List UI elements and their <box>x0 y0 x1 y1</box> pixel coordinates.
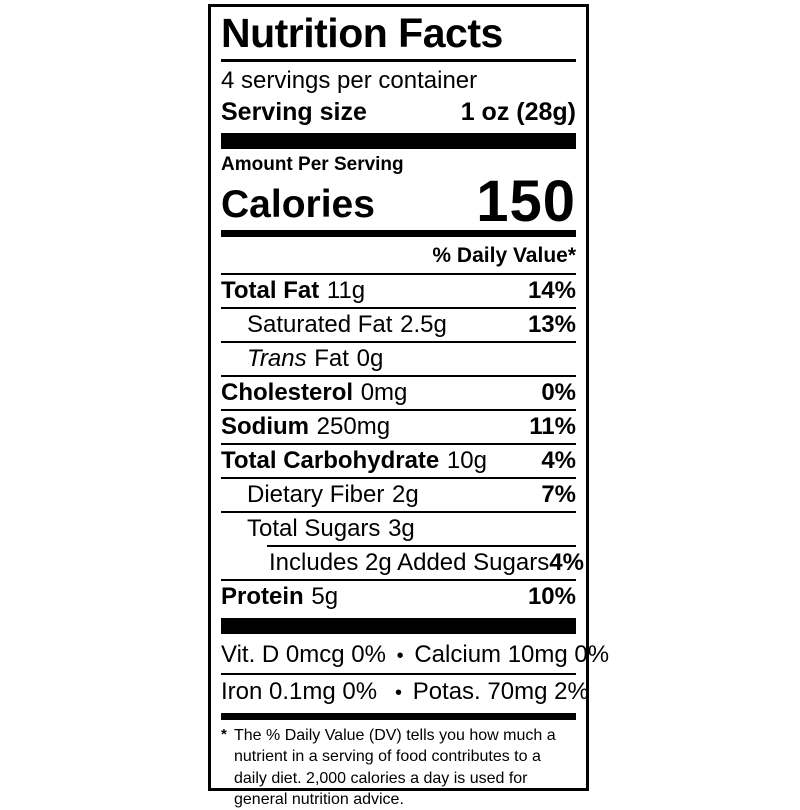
nutrient-name: Total Fat <box>221 277 320 305</box>
nutrient-name: Includes 2g Added Sugars <box>269 549 550 577</box>
nutrient-amount: 0g <box>356 345 384 373</box>
nutrient-amount: 2g <box>392 481 419 509</box>
row-added-sugars: Includes 2g Added Sugars 4% <box>221 547 584 579</box>
divider-medium-footnote <box>221 713 576 721</box>
micronutrient-row-2: Iron 0.1mg 0% • Potas. 70mg 2% <box>221 675 589 710</box>
nutrient-name: Saturated Fat <box>247 311 393 339</box>
nutrition-facts-label: Nutrition Facts 4 servings per container… <box>208 4 609 808</box>
row-dietary-fiber: Dietary Fiber 2g 7% <box>221 479 576 511</box>
daily-value-header: % Daily Value* <box>432 244 576 268</box>
nutrient-amount: 2.5g <box>400 311 447 339</box>
divider-row <box>221 673 576 676</box>
nutrient-name: Total Sugars <box>247 515 381 543</box>
label-title: Nutrition Facts <box>221 10 503 56</box>
calories-row: Calories 150 <box>221 169 576 235</box>
nutrient-amount: 5g <box>311 583 339 611</box>
row-sodium: Sodium 250mg 11% <box>221 411 576 443</box>
serving-size-row: Serving size 1 oz (28g) <box>221 97 576 128</box>
servings-per-container: 4 servings per container <box>221 67 478 95</box>
row-total-carbohydrate: Total Carbohydrate 10g 4% <box>221 445 576 477</box>
nutrient-dv: 14% <box>527 277 576 305</box>
nutrient-name: Sodium <box>221 413 309 441</box>
nutrient-name-italic: Trans <box>247 345 307 373</box>
divider-row <box>221 511 576 514</box>
divider-row <box>221 443 576 446</box>
amount-per-serving-label: Amount Per Serving <box>221 154 404 176</box>
divider-row <box>221 341 576 344</box>
nutrient-dv: 4% <box>541 447 576 475</box>
nutrient-amount: 11g <box>326 277 366 305</box>
nutrient-dv: 4% <box>549 549 584 577</box>
serving-size-value: 1 oz (28g) <box>460 98 576 127</box>
bullet-separator: • <box>396 645 404 668</box>
row-trans-fat: Trans Fat 0g <box>221 343 576 375</box>
micronutrient-right: Potas. 70mg 2% <box>412 678 589 706</box>
row-protein: Protein 5g 10% <box>221 581 576 613</box>
divider-row <box>221 307 576 310</box>
row-total-sugars: Total Sugars 3g <box>221 513 576 545</box>
footnote-marker: * <box>221 726 227 744</box>
footnote-text: The % Daily Value (DV) tells you how muc… <box>234 727 556 808</box>
nutrient-dv: 0% <box>541 379 576 407</box>
nutrient-amount: 250mg <box>316 413 391 441</box>
divider-row <box>221 579 576 582</box>
nutrient-dv: 13% <box>527 311 576 339</box>
nutrient-dv: 7% <box>541 481 576 509</box>
serving-size-label: Serving size <box>221 98 367 127</box>
nutrient-name: Dietary Fiber <box>247 481 385 509</box>
divider-thick-bottom <box>221 618 576 635</box>
calories-label: Calories <box>221 183 375 227</box>
row-cholesterol: Cholesterol 0mg 0% <box>221 377 576 409</box>
row-saturated-fat: Saturated Fat 2.5g 13% <box>221 309 576 341</box>
divider-thin-under-title <box>221 59 576 63</box>
nutrient-dv: 11% <box>529 413 576 441</box>
divider-row <box>221 273 576 276</box>
micronutrient-right: Calcium 10mg 0% <box>414 641 610 669</box>
divider-row <box>221 375 576 378</box>
micronutrient-left: Iron 0.1mg 0% <box>221 678 378 706</box>
nutrient-name: Protein <box>221 583 304 611</box>
nutrient-amount: 3g <box>388 515 415 543</box>
nutrient-name: Fat <box>314 345 349 373</box>
divider-row <box>221 409 576 412</box>
divider-thick-top <box>221 133 576 150</box>
divider-medium-calories <box>221 230 576 238</box>
divider-row-indented <box>267 545 576 548</box>
nutrient-dv: 10% <box>527 583 576 611</box>
micronutrient-row-1: Vit. D 0mcg 0% • Calcium 10mg 0% <box>221 638 609 673</box>
row-total-fat: Total Fat 11g 14% <box>221 275 576 307</box>
micronutrient-left: Vit. D 0mcg 0% <box>221 641 386 669</box>
calories-value: 150 <box>476 169 576 235</box>
nutrient-name: Cholesterol <box>221 379 354 407</box>
nutrient-amount: 0mg <box>360 379 408 407</box>
nutrient-name: Total Carbohydrate <box>221 447 440 475</box>
divider-row <box>221 477 576 480</box>
nutrient-amount: 10g <box>446 447 487 475</box>
footnote: * The % Daily Value (DV) tells you how m… <box>221 725 576 809</box>
bullet-separator: • <box>394 682 402 705</box>
